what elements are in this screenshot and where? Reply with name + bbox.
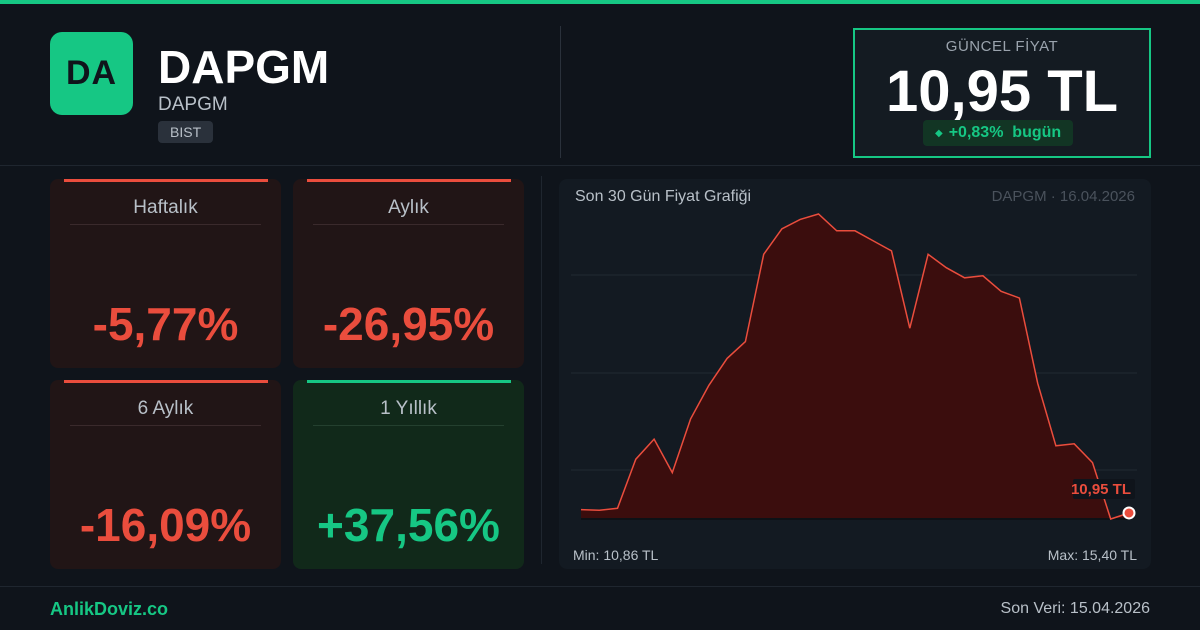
- card-divider: [313, 224, 504, 225]
- stat-value: -5,77%: [92, 298, 239, 350]
- chart-price-line: [580, 213, 1130, 520]
- stat-value: -16,09%: [79, 499, 252, 551]
- stock-logo: DA: [50, 32, 133, 115]
- exchange-badge: BIST: [158, 121, 214, 143]
- footer-separator: [0, 586, 1200, 587]
- ticker-symbol: DAPGM: [158, 41, 330, 93]
- card-divider: [313, 425, 504, 426]
- card-accent-bar: [307, 380, 511, 383]
- chart-meta: DAPGM · 16.04.2026: [991, 188, 1135, 205]
- stat-card-6-month: 6 Aylık -16,09%: [50, 380, 281, 569]
- section-divider: [541, 176, 542, 564]
- price-chart-panel: 10,95 TL Son 30 Gün Fiyat Grafiği DAPGM …: [559, 179, 1151, 569]
- chart-min-label: Min: 10,86 TL: [573, 547, 659, 563]
- stat-label: Haftalık: [133, 197, 198, 218]
- last-price-point: [1122, 506, 1136, 520]
- daily-change-badge: ◆ +0,83% bugün: [923, 120, 1074, 146]
- price-chart: 10,95 TL: [571, 213, 1137, 520]
- chart-max-label: Max: 15,40 TL: [1047, 547, 1137, 563]
- last-data-date: Son Veri: 15.04.2026: [1000, 600, 1150, 617]
- card-accent-bar: [64, 179, 268, 182]
- card-accent-bar: [64, 380, 268, 383]
- header-separator: [0, 165, 1200, 166]
- diamond-icon: ◆: [935, 127, 943, 139]
- stat-card-weekly: Haftalık -5,77%: [50, 179, 281, 368]
- chart-area-fill: [581, 214, 1129, 519]
- current-price-value: 10,95 TL: [885, 59, 1119, 124]
- current-price-label: GÜNCEL FİYAT: [945, 38, 1059, 55]
- card-accent-bar: [307, 179, 511, 182]
- stat-label: Aylık: [388, 197, 429, 218]
- stat-label: 6 Aylık: [137, 398, 194, 419]
- stat-value: -26,95%: [322, 298, 495, 350]
- stat-card-1-year: 1 Yıllık +37,56%: [293, 380, 524, 569]
- stat-value: +37,56%: [317, 499, 500, 551]
- current-price-box: GÜNCEL FİYAT 10,95 TL ◆ +0,83% bugün: [853, 28, 1151, 158]
- card-divider: [70, 425, 261, 426]
- card-divider: [70, 224, 261, 225]
- top-accent-bar: [0, 0, 1200, 4]
- brand-link[interactable]: AnlikDoviz.co: [50, 599, 169, 619]
- company-name: DAPGM: [158, 94, 228, 115]
- stat-card-monthly: Aylık -26,95%: [293, 179, 524, 368]
- last-price-label: 10,95 TL: [1071, 481, 1131, 498]
- stat-label: 1 Yıllık: [380, 398, 437, 419]
- header-divider: [560, 26, 561, 158]
- daily-change-text: +0,83% bugün: [948, 124, 1062, 141]
- chart-title: Son 30 Gün Fiyat Grafiği: [575, 188, 752, 205]
- last-price-tag-bg: [1073, 478, 1135, 499]
